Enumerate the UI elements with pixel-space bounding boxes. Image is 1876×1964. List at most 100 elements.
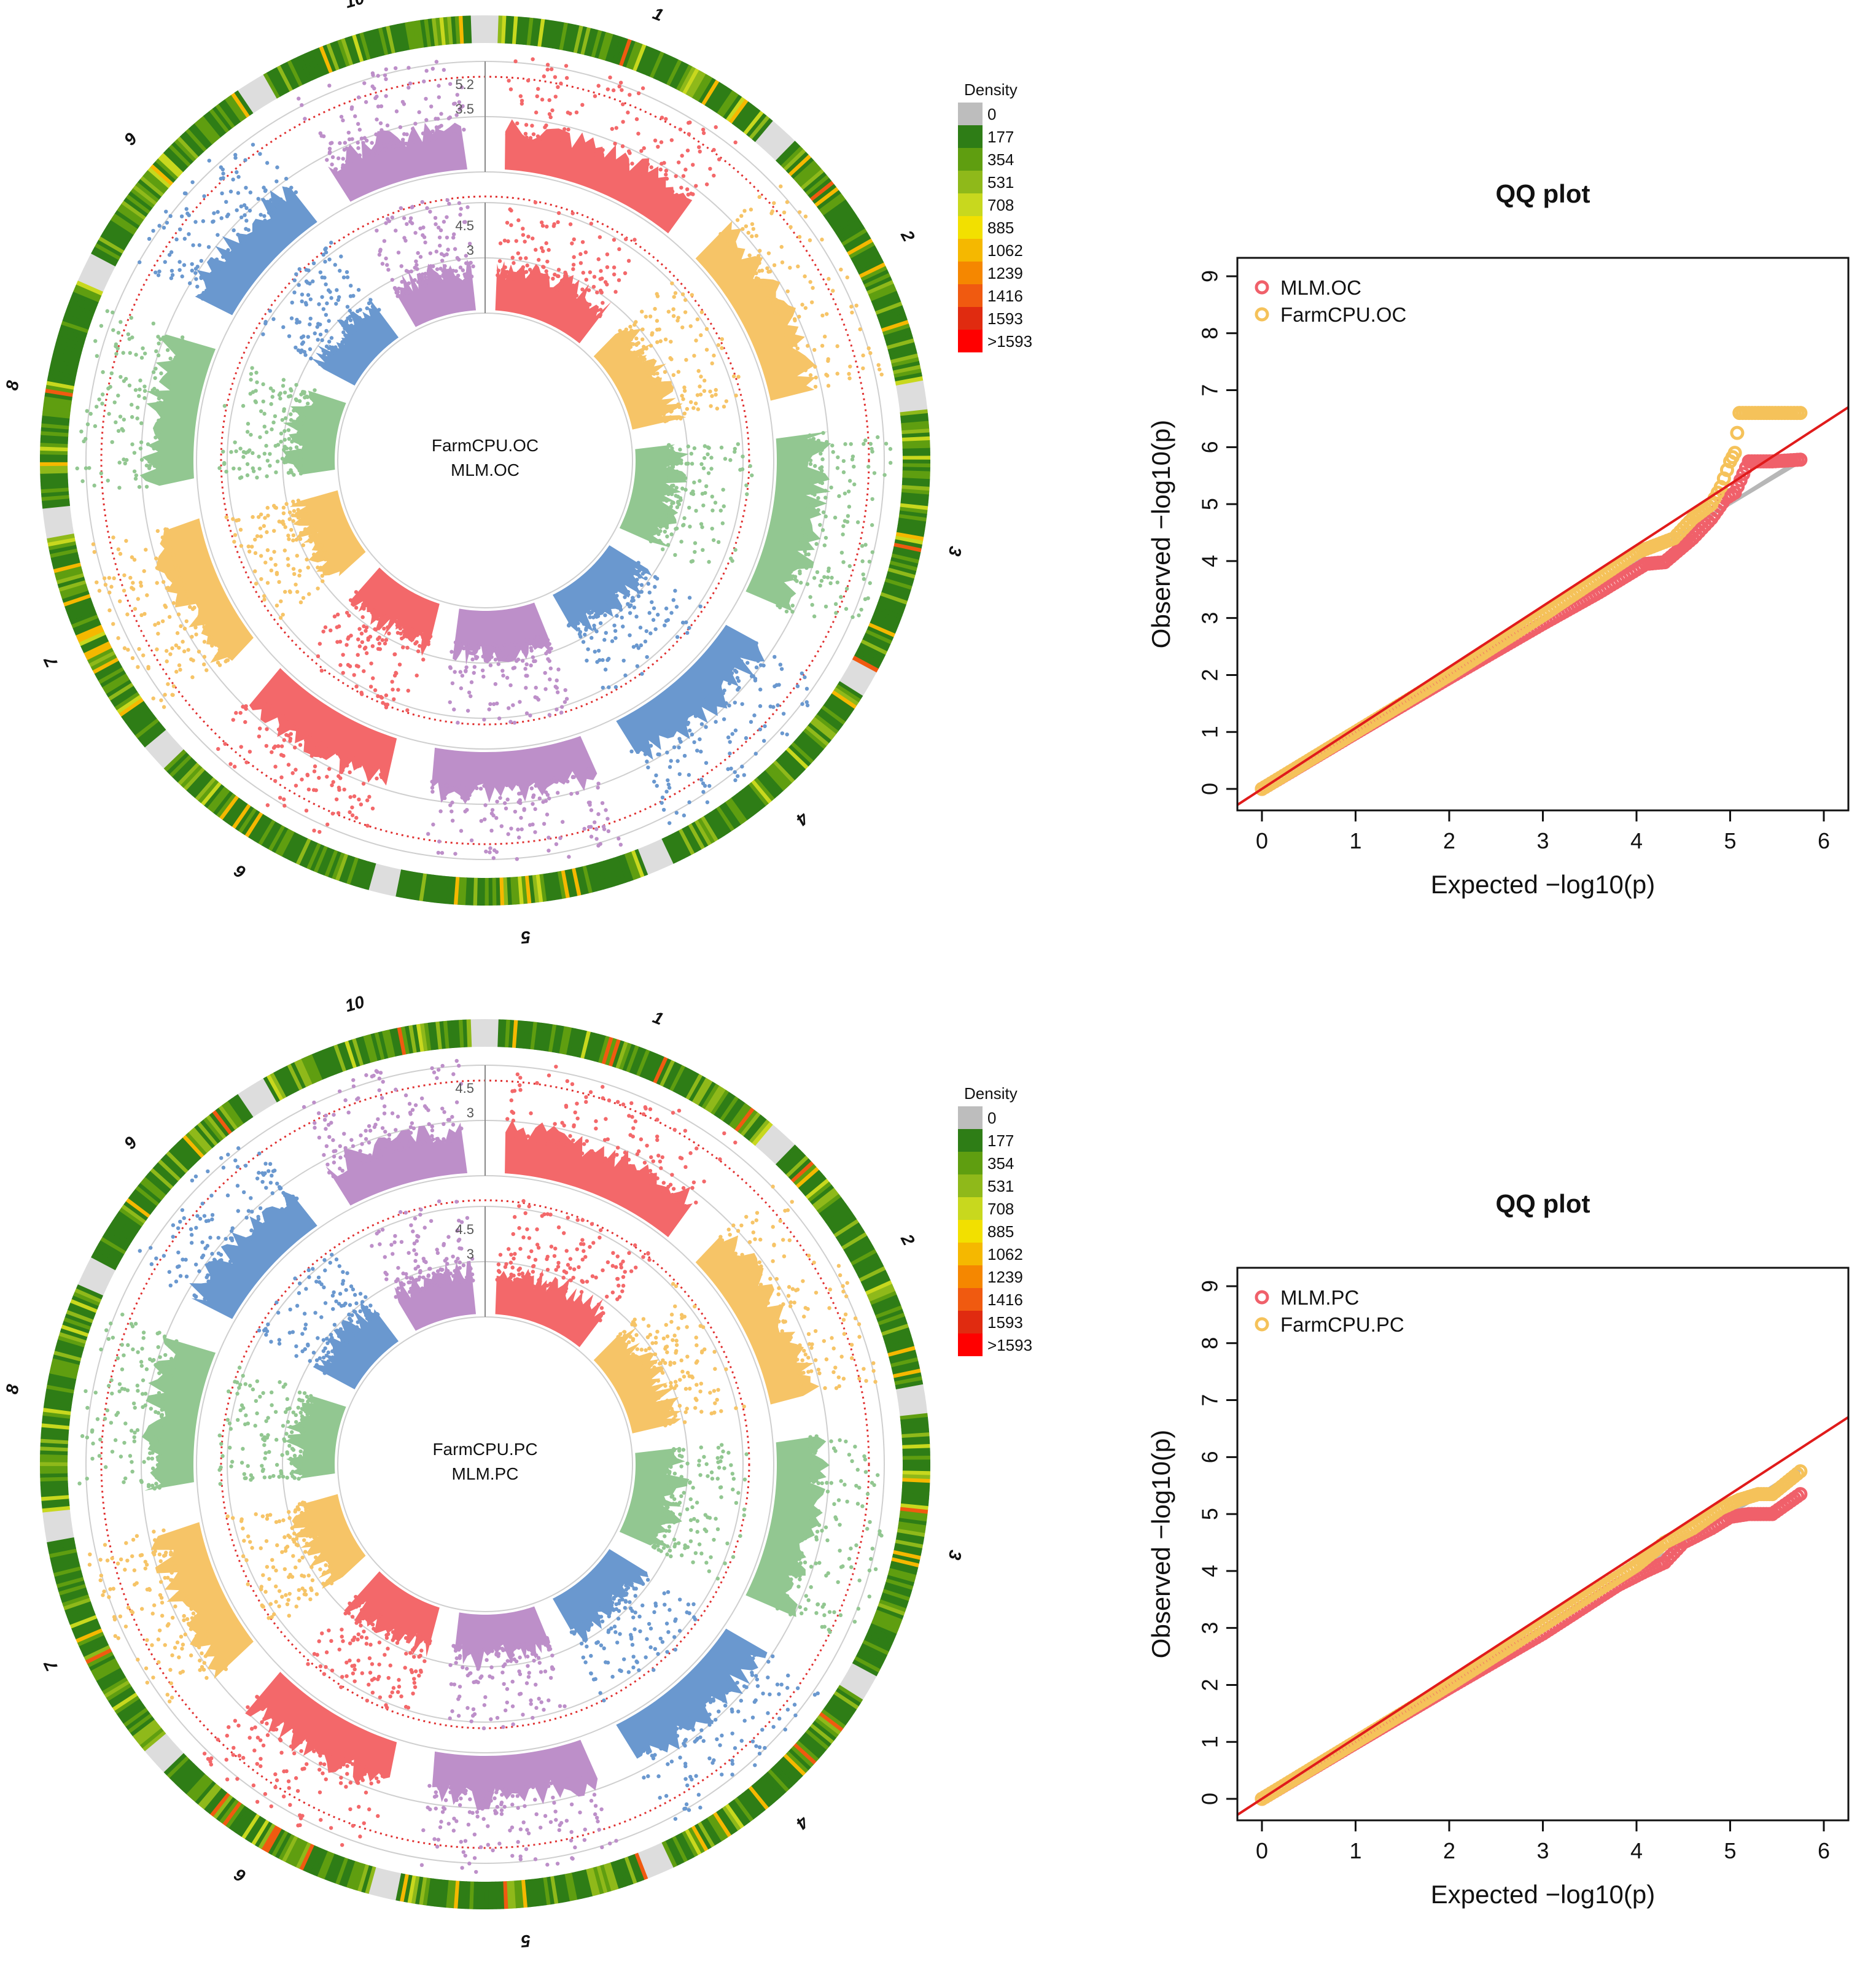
snp-point bbox=[469, 646, 473, 651]
snp-point bbox=[430, 785, 435, 790]
density-bin bbox=[566, 23, 576, 52]
snp-point bbox=[254, 370, 259, 375]
snp-point bbox=[609, 593, 613, 597]
snp-point bbox=[374, 132, 378, 137]
snp-point bbox=[562, 127, 567, 131]
snp-point bbox=[498, 241, 503, 246]
snp-point bbox=[510, 783, 514, 787]
snp-point bbox=[876, 435, 880, 440]
snp-point bbox=[528, 642, 532, 646]
snp-point bbox=[446, 116, 451, 121]
density-bin bbox=[900, 417, 929, 424]
snp-point bbox=[170, 646, 174, 651]
snp-point bbox=[774, 297, 778, 302]
snp-point bbox=[291, 567, 296, 571]
snp-point bbox=[681, 397, 685, 402]
snp-point bbox=[320, 573, 324, 578]
snp-point bbox=[424, 69, 429, 73]
snp-point bbox=[578, 252, 583, 257]
snp-point bbox=[308, 322, 312, 327]
snp-point bbox=[664, 619, 669, 623]
snp-point bbox=[91, 542, 96, 546]
density-bin bbox=[895, 376, 924, 386]
density-bin bbox=[855, 255, 882, 273]
snp-point bbox=[722, 688, 726, 693]
snp-point bbox=[262, 411, 267, 416]
density-bin bbox=[901, 1424, 929, 1432]
manhattan-body bbox=[139, 334, 216, 486]
density-bin bbox=[678, 828, 695, 855]
density-bin bbox=[60, 583, 88, 596]
density-bin bbox=[267, 70, 284, 97]
snp-point bbox=[683, 168, 688, 172]
snp-point bbox=[598, 289, 603, 293]
density-bin bbox=[40, 476, 68, 482]
snp-point bbox=[254, 581, 259, 586]
snp-point bbox=[610, 126, 615, 131]
snp-point bbox=[580, 618, 585, 623]
snp-point bbox=[241, 449, 246, 454]
density-bin bbox=[539, 874, 547, 902]
snp-point bbox=[379, 104, 384, 109]
snp-point bbox=[830, 443, 835, 448]
snp-point bbox=[330, 812, 335, 816]
snp-point bbox=[820, 238, 824, 242]
snp-point bbox=[400, 279, 404, 284]
snp-point bbox=[275, 204, 279, 209]
snp-point bbox=[327, 340, 332, 344]
snp-point bbox=[360, 640, 365, 645]
snp-point bbox=[325, 774, 329, 779]
snp-point bbox=[271, 212, 275, 216]
snp-point bbox=[244, 206, 249, 211]
snp-point bbox=[620, 144, 625, 149]
density-bin bbox=[469, 1881, 474, 1909]
snp-point bbox=[530, 123, 534, 128]
snp-point bbox=[176, 567, 180, 571]
snp-point bbox=[667, 476, 671, 481]
snp-point bbox=[630, 583, 635, 588]
snp-point bbox=[656, 376, 660, 381]
density-bin bbox=[506, 877, 512, 906]
density-bin bbox=[130, 712, 155, 732]
snp-point bbox=[815, 570, 820, 575]
snp-point bbox=[331, 780, 335, 784]
snp-point bbox=[661, 547, 665, 551]
density-bin bbox=[99, 669, 126, 688]
snp-point bbox=[405, 285, 410, 290]
density-bin bbox=[311, 49, 327, 76]
snp-point bbox=[174, 563, 178, 568]
snp-point bbox=[294, 463, 298, 468]
snp-point bbox=[727, 703, 731, 708]
snp-point bbox=[811, 285, 815, 290]
snp-point bbox=[693, 401, 698, 406]
snp-point bbox=[274, 470, 278, 475]
snp-point bbox=[318, 322, 322, 327]
snp-point bbox=[303, 502, 308, 507]
snp-point bbox=[555, 791, 560, 795]
density-bin bbox=[788, 154, 812, 177]
x-tick-label-2: 2 bbox=[1443, 828, 1455, 853]
density-bin bbox=[127, 709, 153, 729]
snp-point bbox=[661, 508, 665, 513]
snp-point bbox=[185, 211, 190, 215]
snp-point bbox=[354, 684, 359, 689]
snp-point bbox=[620, 615, 624, 620]
snp-point bbox=[154, 435, 158, 440]
snp-point bbox=[669, 759, 673, 763]
snp-point bbox=[356, 637, 360, 642]
snp-point bbox=[341, 275, 346, 280]
snp-point bbox=[491, 813, 496, 818]
snp-point bbox=[392, 652, 397, 657]
density-bin bbox=[84, 640, 111, 657]
snp-point bbox=[768, 270, 773, 274]
snp-point bbox=[155, 425, 160, 430]
snp-point bbox=[112, 400, 117, 405]
snp-point bbox=[536, 87, 540, 91]
density-bin bbox=[52, 354, 80, 365]
manhattan-body bbox=[156, 518, 254, 663]
snp-point bbox=[177, 260, 182, 264]
density-bin bbox=[773, 760, 795, 783]
snp-point bbox=[556, 220, 560, 225]
snp-point bbox=[490, 808, 495, 812]
snp-point bbox=[138, 260, 142, 265]
